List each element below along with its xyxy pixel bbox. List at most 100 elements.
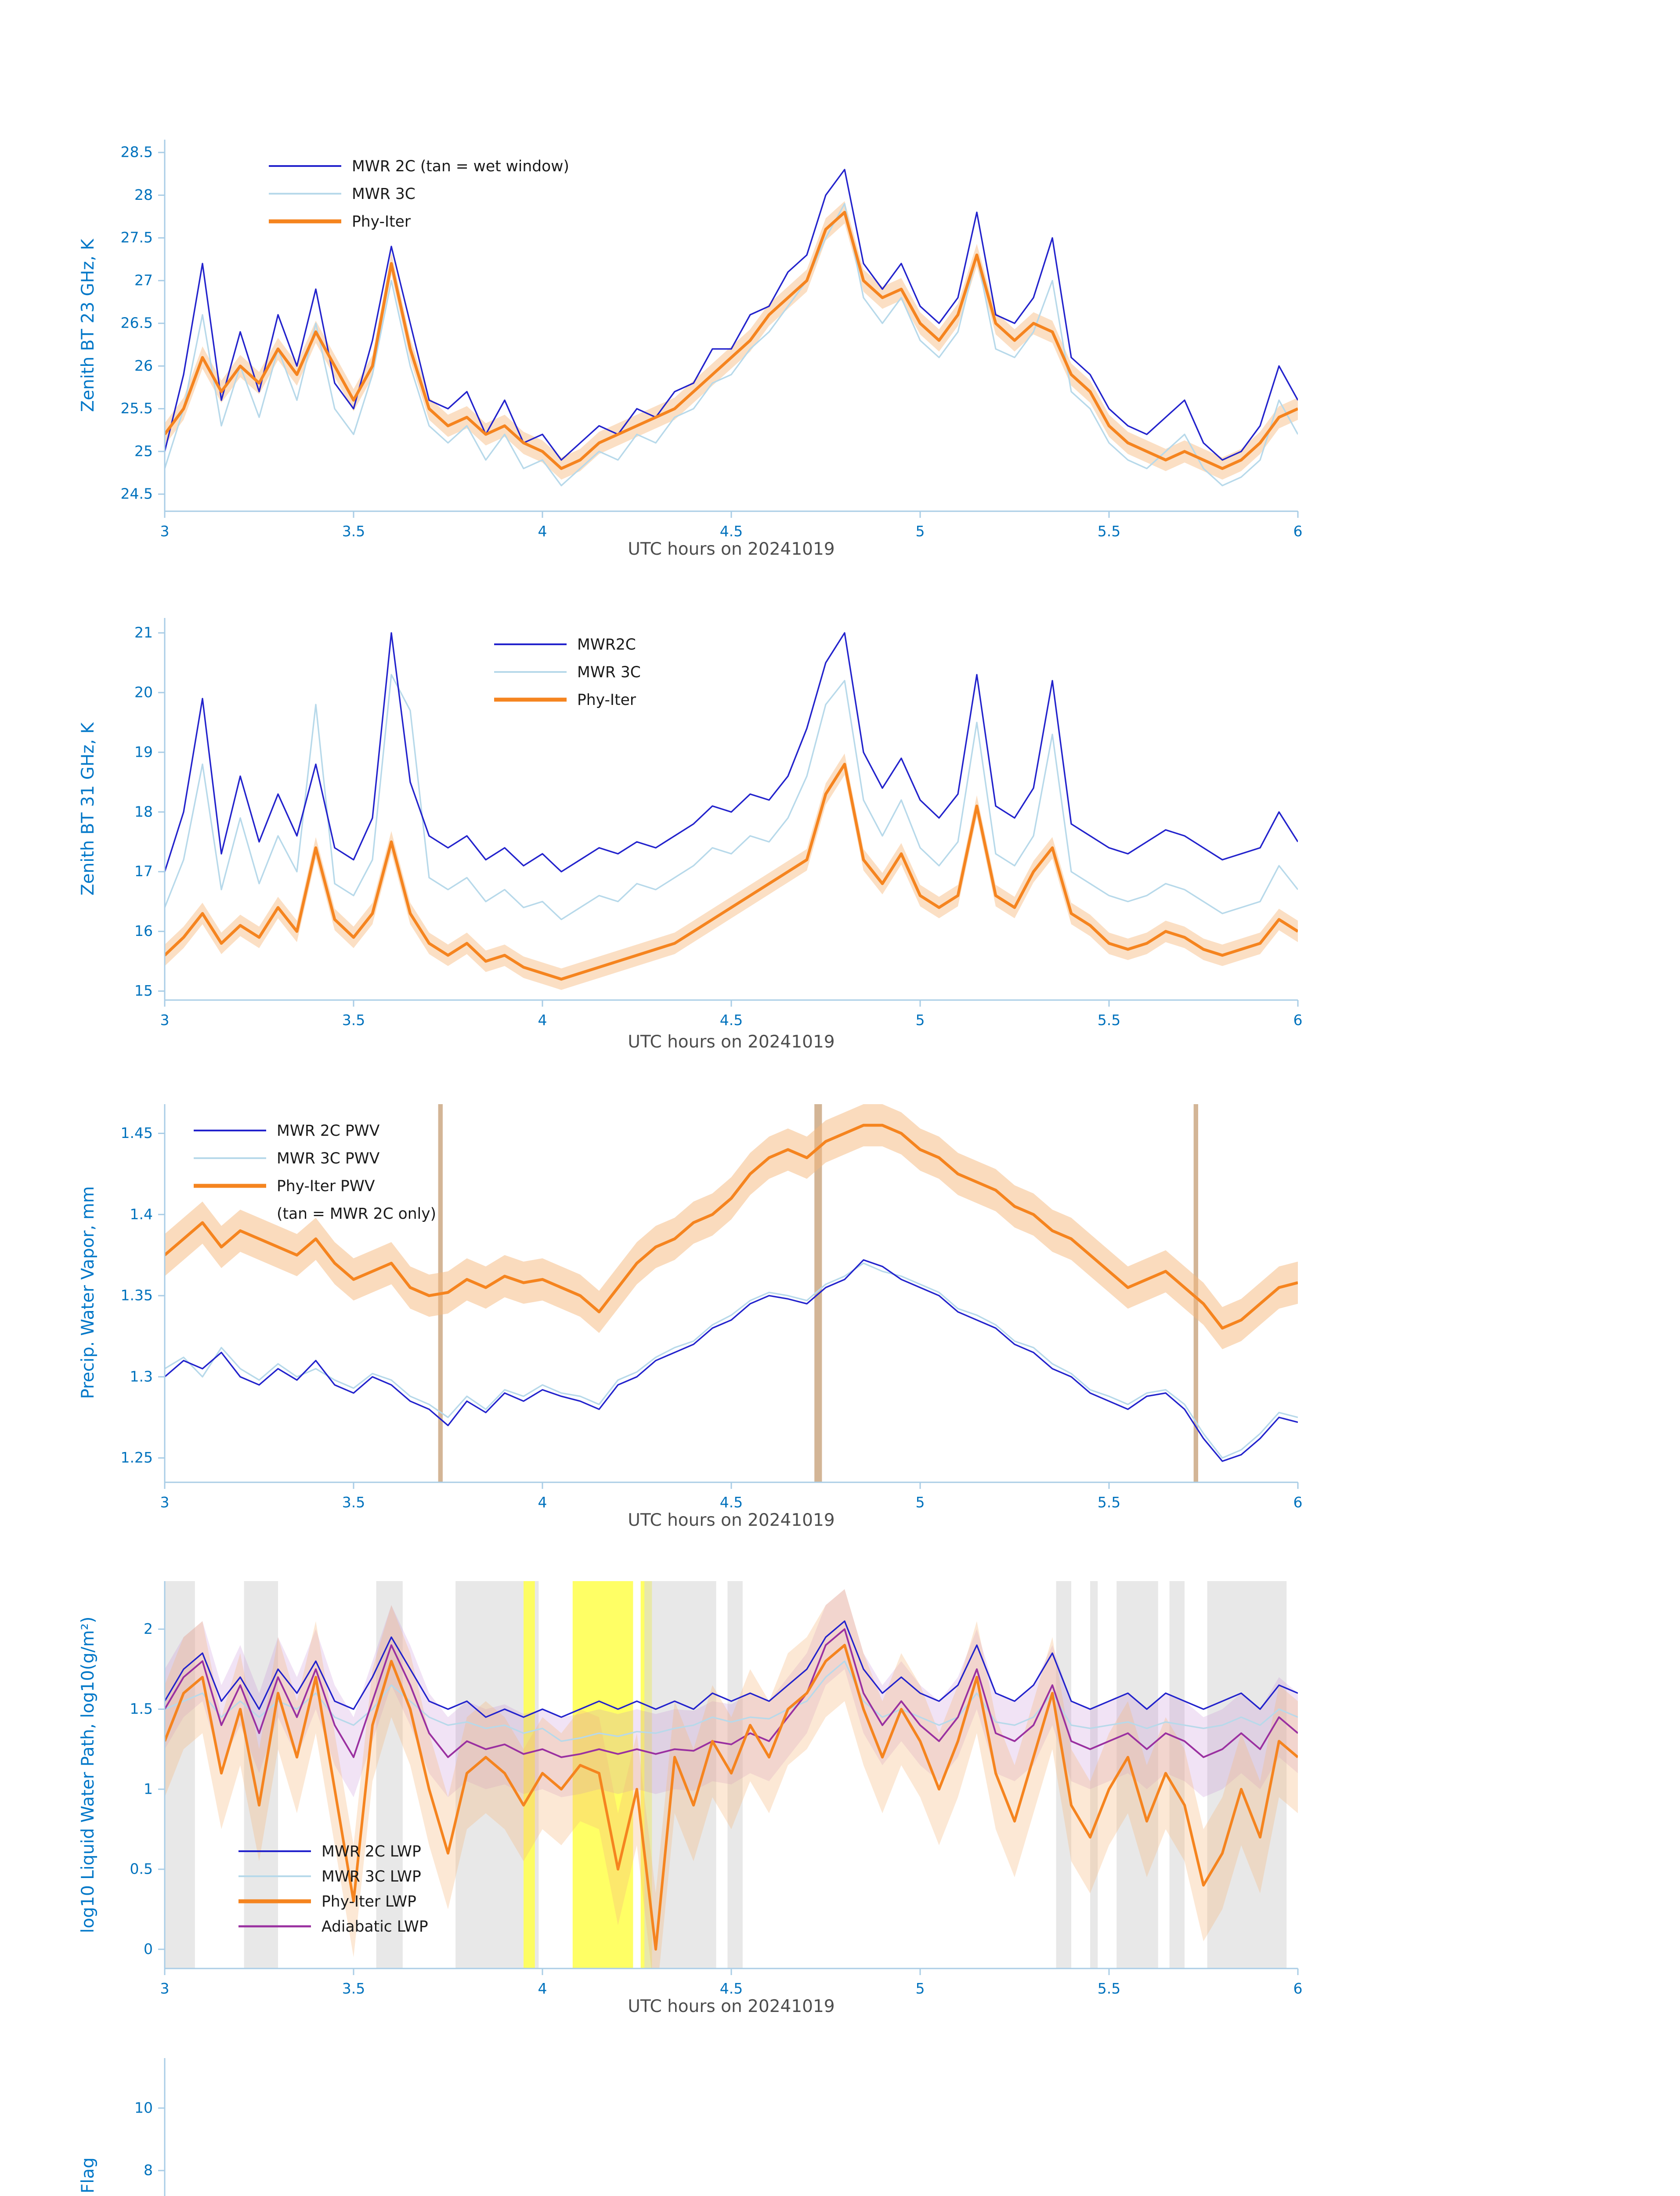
x-tick-label: 4	[538, 523, 547, 540]
legend-label: MWR 2C LWP	[322, 1843, 421, 1860]
x-tick-label: 3	[160, 1011, 170, 1029]
y-tick-label: 1.5	[130, 1700, 153, 1717]
gray-highlight-band	[1169, 1581, 1185, 1968]
y-tick-label: 2	[144, 1620, 153, 1637]
y-tick-label: 26	[134, 357, 153, 374]
x-tick-label: 5.5	[1098, 523, 1120, 540]
series-line	[165, 1620, 1298, 1718]
ylabel-pwv: Precip. Water Vapor, mm	[79, 1186, 99, 1399]
x-tick-label: 4.5	[720, 1980, 743, 1997]
x-tick-label: 5	[916, 1011, 925, 1029]
series-line	[165, 674, 1298, 921]
x-tick-label: 3.5	[342, 1011, 365, 1029]
uncertainty-band	[165, 1589, 1298, 1968]
y-tick-label: 25	[134, 442, 153, 459]
x-tick-label: 3	[160, 523, 170, 540]
y-tick-label: 26.5	[121, 314, 153, 332]
series-line	[165, 1262, 1298, 1459]
x-tick-label: 5	[916, 1980, 925, 1997]
x-tick-label: 4.5	[720, 523, 743, 540]
y-tick-label: 27.5	[121, 229, 153, 246]
plot-area-1	[165, 632, 1298, 990]
axes-3	[158, 1581, 1299, 1975]
y-tick-label: 15	[134, 982, 153, 999]
plot-area-2	[165, 1104, 1298, 1482]
gray-highlight-band	[1116, 1581, 1158, 1968]
legend-label: Phy-Iter	[352, 213, 411, 231]
xlabel-panel1: UTC hours on 20241019	[628, 540, 835, 560]
x-tick-label: 4	[538, 1494, 547, 1511]
y-tick-label: 1.35	[121, 1287, 153, 1304]
series-line	[165, 762, 1298, 981]
x-tick-label: 5	[916, 523, 925, 540]
ylabel-lwp: log10 Liquid Water Path, log10(g/m²)	[79, 1616, 99, 1933]
gray-highlight-band	[1090, 1581, 1098, 1968]
xlabel-panel2: UTC hours on 20241019	[628, 1033, 835, 1053]
legend-label: MWR 3C PWV	[277, 1150, 380, 1167]
y-tick-label: 10	[134, 2099, 153, 2116]
ylabel-bt31: Zenith BT 31 GHz, K	[79, 722, 99, 896]
legend-label: MWR 2C (tan = wet window)	[352, 158, 569, 175]
x-tick-label: 3	[160, 1980, 170, 1997]
y-tick-label: 25.5	[121, 400, 153, 417]
x-tick-label: 4.5	[720, 1494, 743, 1511]
y-tick-label: 21	[134, 624, 153, 641]
y-tick-label: 20	[134, 683, 153, 701]
legend-label: MWR 3C	[352, 185, 415, 203]
plot-area-3	[165, 1581, 1298, 1968]
gray-highlight-band	[244, 1581, 278, 1968]
axes-0	[158, 140, 1299, 518]
series-line	[165, 211, 1298, 470]
xlabel-panel4: UTC hours on 20241019	[628, 1997, 835, 2017]
yellow-highlight-band	[524, 1581, 535, 1968]
gray-highlight-band	[727, 1581, 743, 1968]
uncertainty-band	[165, 753, 1298, 990]
gray-highlight-band	[376, 1581, 403, 1968]
axes-2	[158, 1104, 1299, 1489]
y-tick-label: 27	[134, 271, 153, 289]
y-tick-label: 16	[134, 922, 153, 939]
axes-4	[158, 2058, 166, 2196]
legend-label: Adiabatic LWP	[322, 1918, 428, 1936]
plot-area-0	[165, 169, 1298, 487]
x-tick-label: 3.5	[342, 1494, 365, 1511]
x-tick-label: 3	[160, 1494, 170, 1511]
yellow-highlight-band	[572, 1581, 633, 1968]
y-tick-label: 0.5	[130, 1860, 153, 1878]
x-tick-label: 5	[916, 1494, 925, 1511]
legend-label: Phy-Iter PWV	[277, 1177, 375, 1195]
axes-1	[158, 618, 1299, 1007]
legend-label: (tan = MWR 2C only)	[277, 1205, 436, 1223]
xlabel-panel3: UTC hours on 20241019	[628, 1511, 835, 1531]
x-tick-label: 4	[538, 1980, 547, 1997]
gray-highlight-band	[1056, 1581, 1071, 1968]
x-tick-label: 3.5	[342, 523, 365, 540]
y-tick-label: 19	[134, 743, 153, 760]
uncertainty-band	[165, 1104, 1298, 1349]
uncertainty-band	[165, 1589, 1298, 1798]
y-tick-label: 1.3	[130, 1368, 153, 1385]
x-tick-label: 5.5	[1098, 1980, 1120, 1997]
x-tick-label: 5.5	[1098, 1011, 1120, 1029]
series-line	[165, 1123, 1298, 1330]
legend-label: MWR 3C	[577, 664, 641, 681]
y-tick-label: 8	[144, 2162, 153, 2179]
ylabel-dqflag: MWR Phy Iter DQ Flag	[79, 2157, 99, 2196]
x-tick-label: 6	[1293, 1011, 1303, 1029]
y-tick-label: 17	[134, 863, 153, 880]
y-tick-label: 1	[144, 1780, 153, 1797]
y-tick-label: 28.5	[121, 144, 153, 161]
series-line	[165, 1660, 1298, 1742]
legend-label: MWR 2C PWV	[277, 1122, 380, 1140]
series-line	[165, 169, 1298, 461]
legend-label: MWR 3C LWP	[322, 1868, 421, 1885]
legend-label: MWR2C	[577, 636, 636, 654]
y-tick-label: 18	[134, 803, 153, 820]
x-tick-label: 6	[1293, 523, 1303, 540]
legend-label: Phy-Iter LWP	[322, 1893, 416, 1911]
x-tick-label: 3.5	[342, 1980, 365, 1997]
y-tick-label: 24.5	[121, 485, 153, 502]
y-tick-label: 28	[134, 186, 153, 203]
legend-label: Phy-Iter	[577, 691, 636, 709]
